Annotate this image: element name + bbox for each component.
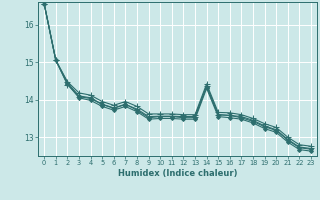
- X-axis label: Humidex (Indice chaleur): Humidex (Indice chaleur): [118, 169, 237, 178]
